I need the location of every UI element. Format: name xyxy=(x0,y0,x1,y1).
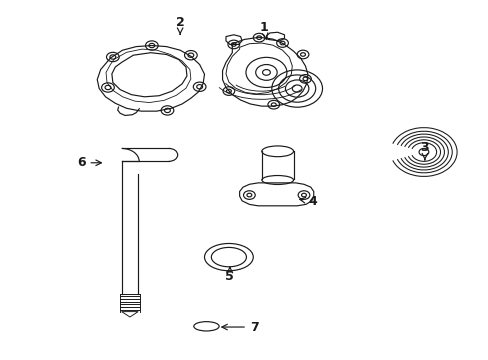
Text: 3: 3 xyxy=(420,141,428,160)
Text: 2: 2 xyxy=(175,16,184,34)
Text: 4: 4 xyxy=(299,195,317,208)
Text: 1: 1 xyxy=(259,21,268,40)
Text: 6: 6 xyxy=(77,156,101,169)
Text: 7: 7 xyxy=(222,320,258,333)
Text: 5: 5 xyxy=(225,267,234,283)
